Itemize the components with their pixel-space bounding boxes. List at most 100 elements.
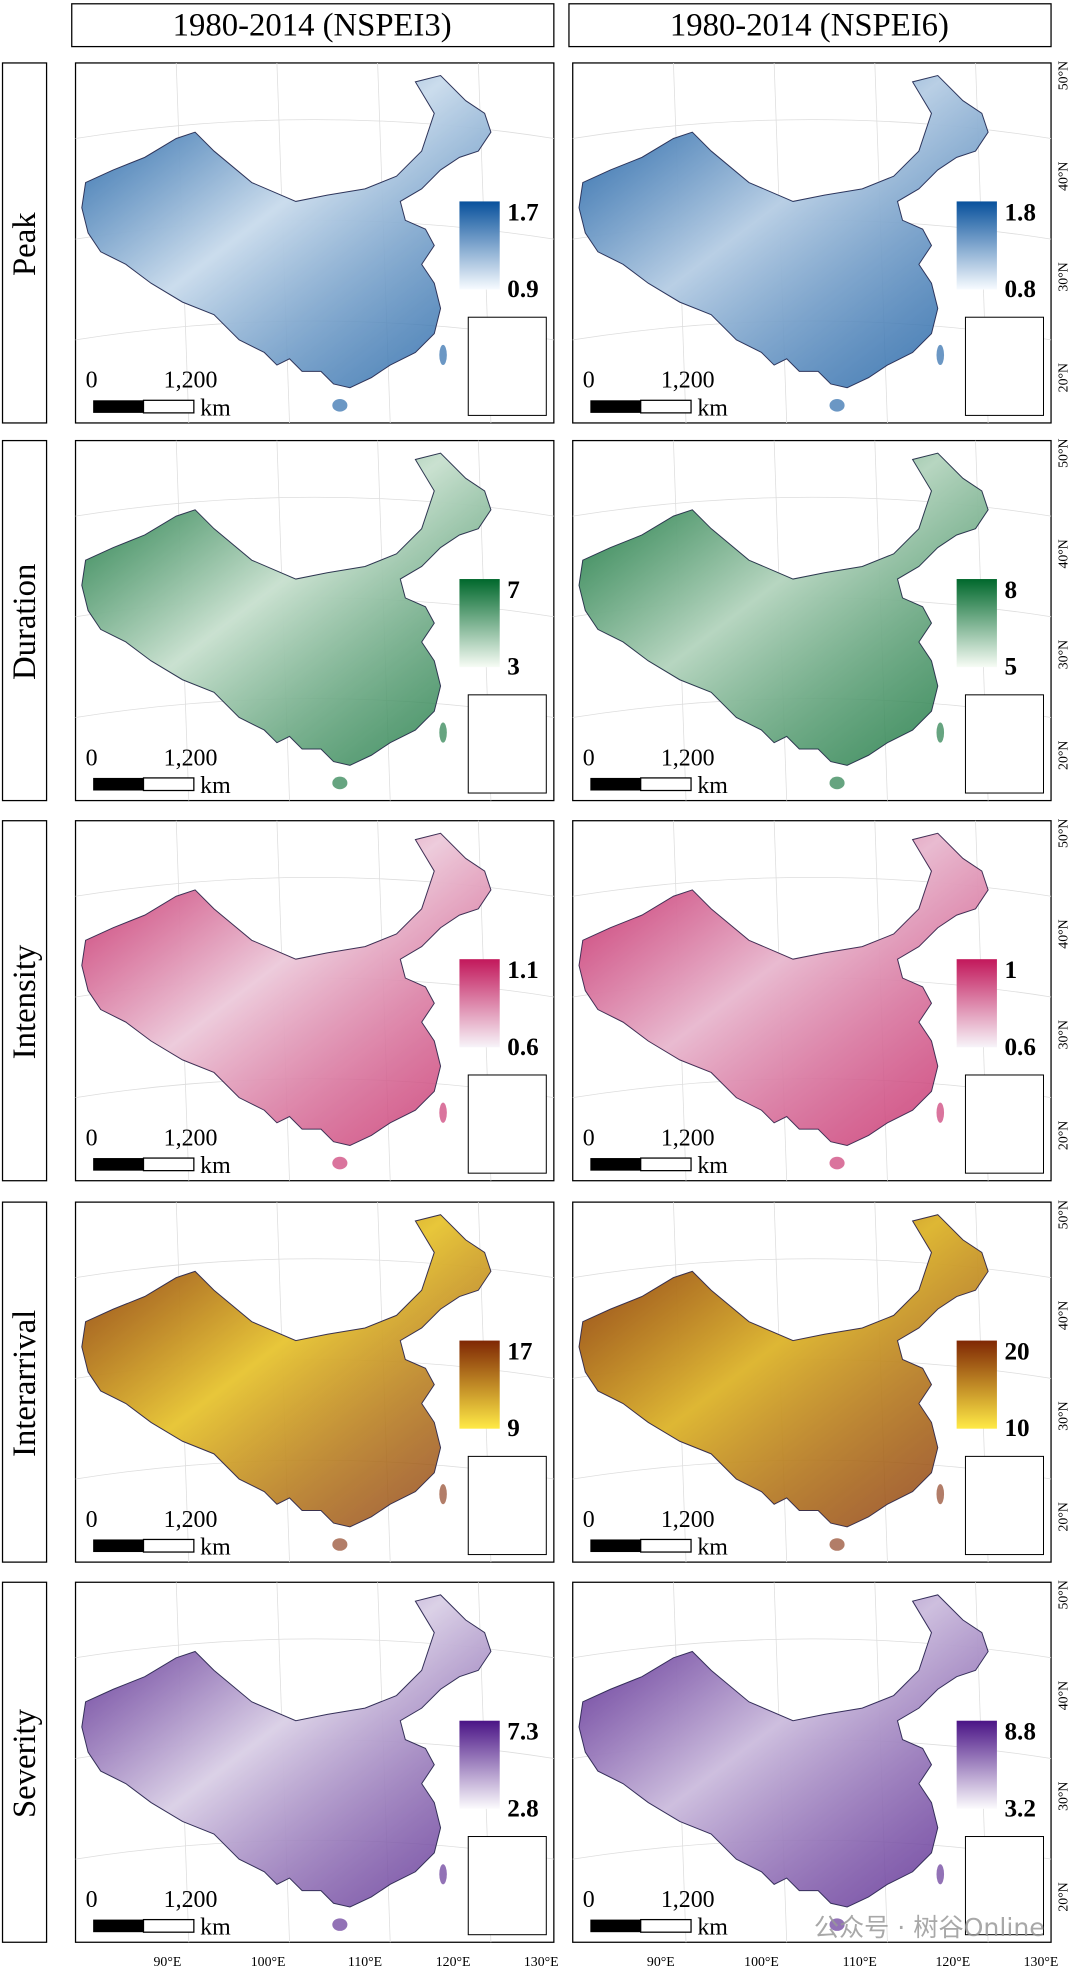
longitude-label: 120°E (935, 1954, 970, 1969)
inset-box (964, 1074, 1044, 1174)
latitude-label: 50°N (1055, 1200, 1070, 1229)
inset-box (964, 1836, 1044, 1936)
china-map (578, 1594, 989, 1908)
legend-colorbar (956, 201, 997, 290)
scale-distance: 1,200 (661, 745, 715, 771)
latitude-label: 50°N (1055, 61, 1070, 90)
row-label-box (1, 439, 48, 802)
inset-box (467, 316, 547, 416)
scale-bar-white (640, 1918, 692, 1933)
scale-distance: 1,200 (661, 1125, 715, 1151)
inset-box (467, 1074, 547, 1174)
china-texture (579, 833, 989, 1146)
china-texture (579, 1214, 989, 1527)
legend-min: 0.6 (507, 1034, 538, 1061)
latitude-label: 50°N (1055, 1580, 1070, 1609)
china-map (81, 452, 492, 766)
legend-max: 7 (507, 577, 520, 604)
scale-zero: 0 (583, 1125, 595, 1151)
scale-zero: 0 (86, 1887, 98, 1913)
inset-box (964, 1455, 1044, 1556)
legend-max: 1 (1004, 957, 1017, 984)
legend-colorbar (956, 1720, 997, 1809)
latitude-label: 20°N (1055, 741, 1070, 770)
china-texture (81, 1214, 491, 1527)
taiwan (936, 1484, 945, 1505)
scale-bar-white (142, 399, 195, 414)
hainan (829, 1918, 845, 1931)
taiwan (936, 722, 945, 743)
taiwan (439, 722, 447, 743)
legend-min: 5 (1004, 654, 1017, 681)
scale-bar-black (93, 1158, 144, 1171)
china-texture (579, 453, 989, 766)
latitude-label: 30°N (1055, 1020, 1070, 1049)
china-texture (81, 833, 491, 1146)
longitude-label: 130°E (1024, 1954, 1059, 1969)
scale-zero: 0 (86, 368, 98, 394)
scale-unit: km (697, 773, 728, 799)
scale-zero: 0 (583, 1887, 595, 1913)
row-label: Severity (7, 1708, 43, 1818)
scale-zero: 0 (86, 1507, 98, 1533)
hainan (829, 1156, 845, 1170)
scale-zero: 0 (583, 1507, 595, 1533)
scale-bar-black (93, 777, 144, 791)
hainan (829, 1538, 845, 1551)
legend-min: 3 (507, 654, 520, 681)
legend-max: 17 (507, 1338, 532, 1365)
china-map (81, 1594, 492, 1908)
taiwan (439, 1864, 447, 1885)
china-map (578, 74, 989, 389)
china-map (578, 452, 989, 766)
legend-min: 0.6 (1004, 1034, 1035, 1061)
taiwan (936, 1102, 945, 1123)
scale-unit: km (697, 1915, 728, 1941)
china-map (81, 1214, 492, 1528)
scale-zero: 0 (583, 368, 595, 394)
legend-max: 8.8 (1004, 1719, 1035, 1746)
scale-distance: 1,200 (164, 1125, 218, 1151)
latitude-label: 40°N (1055, 539, 1070, 568)
taiwan (439, 1102, 447, 1123)
scale-bar-black (590, 1919, 641, 1933)
china-map (81, 74, 492, 389)
legend-min: 3.2 (1004, 1795, 1035, 1822)
row-label: Duration (7, 564, 43, 680)
latitude-label: 40°N (1055, 919, 1070, 948)
inset-box (467, 1836, 547, 1936)
column-header-box (71, 3, 555, 48)
china-texture (579, 1594, 989, 1908)
latitude-label: 20°N (1055, 1121, 1070, 1150)
scale-zero: 0 (583, 745, 595, 771)
legend-max: 1.7 (507, 199, 538, 226)
column-header: 1980-2014 (NSPEI3) (173, 7, 452, 43)
latitude-label: 50°N (1055, 438, 1070, 467)
scale-bar-white (640, 399, 692, 414)
scale-unit: km (200, 1153, 231, 1179)
china-texture (579, 75, 989, 388)
row-label-box (1, 62, 48, 424)
scale-bar-black (590, 1539, 641, 1553)
legend-min: 0.9 (507, 276, 538, 303)
scale-bar-black (93, 400, 144, 413)
row-label-box (1, 1201, 48, 1563)
latitude-label: 30°N (1055, 1782, 1070, 1811)
hainan (332, 1538, 348, 1551)
longitude-label: 90°E (647, 1954, 675, 1969)
china-map (578, 1214, 989, 1528)
hainan (829, 776, 845, 790)
legend-colorbar (459, 959, 500, 1048)
hainan (332, 399, 348, 412)
legend-colorbar (459, 201, 500, 290)
legend-max: 7.3 (507, 1719, 538, 1746)
inset-box (467, 1455, 547, 1556)
longitude-label: 100°E (744, 1954, 779, 1969)
hainan (829, 399, 845, 412)
